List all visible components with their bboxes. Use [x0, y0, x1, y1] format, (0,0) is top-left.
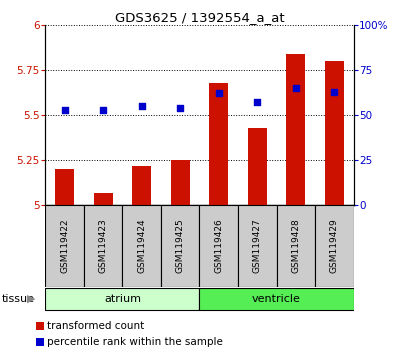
- FancyBboxPatch shape: [276, 205, 315, 287]
- Point: [100, 107, 106, 113]
- FancyBboxPatch shape: [84, 205, 122, 287]
- Point: [254, 99, 260, 105]
- FancyBboxPatch shape: [199, 288, 354, 310]
- FancyBboxPatch shape: [238, 205, 276, 287]
- Bar: [171, 160, 190, 205]
- Title: GDS3625 / 1392554_a_at: GDS3625 / 1392554_a_at: [115, 11, 284, 24]
- Text: tissue: tissue: [2, 294, 35, 304]
- Text: GSM119429: GSM119429: [330, 219, 339, 273]
- Text: GSM119427: GSM119427: [253, 219, 262, 273]
- Point: [139, 103, 145, 109]
- Text: ▶: ▶: [27, 294, 36, 304]
- Text: atrium: atrium: [104, 294, 141, 304]
- Point: [177, 105, 183, 111]
- Point: [62, 107, 68, 113]
- Bar: [248, 128, 267, 205]
- Text: GSM119422: GSM119422: [60, 219, 69, 273]
- FancyBboxPatch shape: [199, 205, 238, 287]
- Point: [293, 85, 299, 91]
- FancyBboxPatch shape: [122, 205, 161, 287]
- Bar: [286, 54, 305, 205]
- Text: percentile rank within the sample: percentile rank within the sample: [47, 337, 223, 347]
- Text: transformed count: transformed count: [47, 321, 145, 331]
- Text: ventricle: ventricle: [252, 294, 301, 304]
- Bar: [209, 82, 228, 205]
- Point: [331, 89, 337, 95]
- Text: GSM119423: GSM119423: [99, 219, 108, 273]
- Point: [216, 91, 222, 96]
- Bar: [94, 193, 113, 205]
- FancyBboxPatch shape: [45, 288, 199, 310]
- Text: GSM119424: GSM119424: [137, 219, 146, 273]
- FancyBboxPatch shape: [161, 205, 199, 287]
- Bar: [55, 169, 74, 205]
- Text: GSM119428: GSM119428: [291, 219, 300, 273]
- Text: GSM119426: GSM119426: [214, 219, 223, 273]
- Bar: [132, 166, 151, 205]
- FancyBboxPatch shape: [315, 205, 354, 287]
- Bar: [325, 61, 344, 205]
- FancyBboxPatch shape: [45, 205, 84, 287]
- Text: GSM119425: GSM119425: [176, 219, 185, 273]
